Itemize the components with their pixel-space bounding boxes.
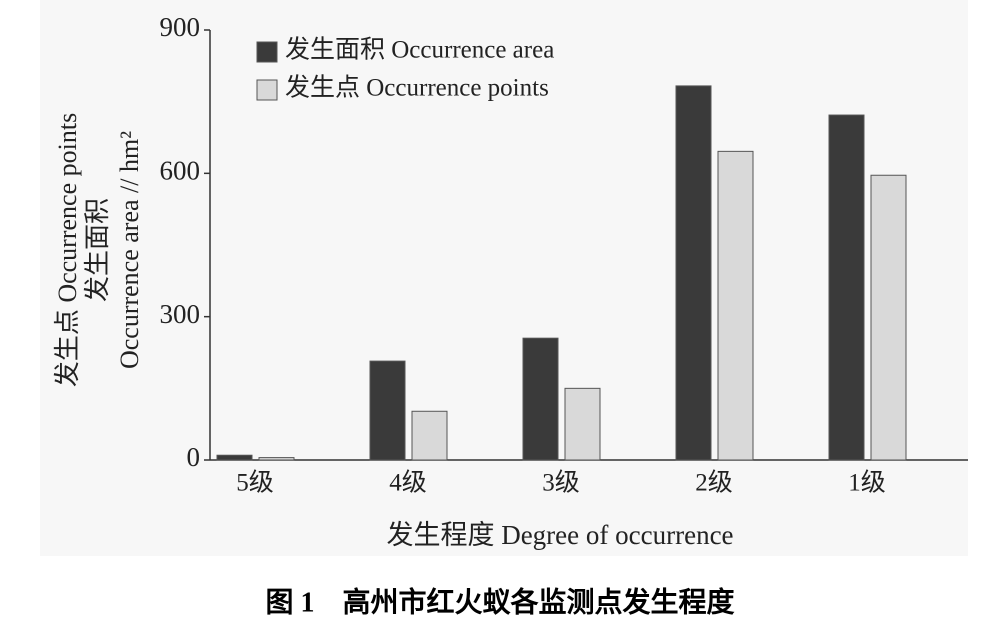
y-axis-title: 发生点 Occurrence points [53,113,82,387]
bar [828,114,865,461]
x-tick-label: 3级 [542,469,580,497]
bar [675,85,712,461]
x-axis-title: 发生程度 Degree of occurrence [386,520,733,550]
bar [216,454,253,461]
y-tick-label: 0 [187,442,201,472]
x-tick-label: 5级 [236,469,274,497]
x-tick-label: 2级 [695,469,733,497]
y-tick-label: 900 [160,12,201,42]
legend-label: 发生面积 Occurrence area [285,36,554,64]
bar [411,410,448,461]
x-tick-label: 4级 [389,469,427,497]
legend-label: 发生点 Occurrence points [285,74,549,102]
chart-panel [40,0,968,556]
bar [522,337,559,461]
x-tick-label: 1级 [848,469,886,497]
bar [369,360,406,461]
bar [564,387,601,461]
legend-swatch [256,79,278,101]
bar [717,150,754,461]
bar [870,174,907,461]
y-axis-title: Occurrence area // hm² [115,131,144,369]
y-tick-label: 300 [160,299,201,329]
y-axis-title: 发生面积 [83,198,112,302]
bar [258,457,295,461]
y-tick-label: 600 [160,156,201,186]
caption: 图 1 高州市红火蚁各监测点发生程度 [265,585,734,618]
legend-swatch [256,41,278,63]
